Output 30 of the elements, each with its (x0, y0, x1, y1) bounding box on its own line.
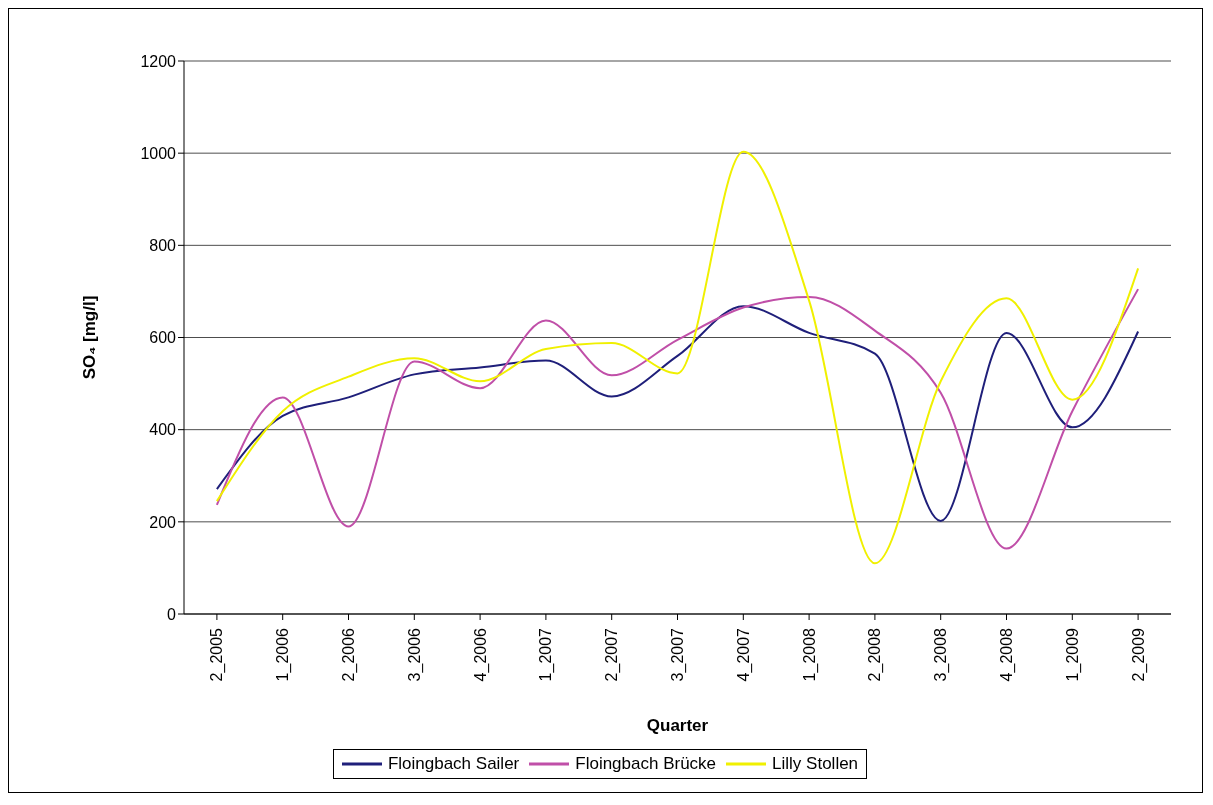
x-tick-label: 4_2006 (471, 627, 490, 682)
x-tick-label: 1_2007 (537, 627, 556, 682)
y-tick-label: 1000 (140, 144, 177, 162)
legend-label: Floingbach Brücke (574, 754, 717, 774)
x-tick-label: 2_2005 (208, 627, 227, 682)
y-tick-label: 1200 (140, 52, 177, 70)
y-tick-label: 600 (149, 329, 177, 347)
y-tick-label: 800 (149, 237, 177, 255)
x-tick-label: 2_2006 (340, 627, 358, 682)
x-tick-label: 3_2007 (669, 627, 687, 682)
y-tick-label: 0 (167, 605, 177, 623)
x-tick-label: 1_2009 (1063, 627, 1082, 682)
x-tick-label: 1_2006 (274, 627, 293, 682)
x-tick-label: 4_2007 (734, 627, 753, 682)
y-axis-title: SO₄ [mg/l] (80, 295, 100, 380)
line-series (215, 305, 1140, 522)
x-tick-label: 2_2007 (603, 627, 622, 682)
y-tick-label: 200 (149, 513, 177, 531)
x-tick-label: 3_2006 (405, 627, 424, 682)
x-axis-title: Quarter (646, 716, 709, 735)
legend-label: Floingbach Sailer (386, 754, 520, 774)
x-tick-label: 2_2008 (866, 627, 885, 682)
line-series (215, 150, 1140, 565)
x-tick-label: 3_2008 (932, 627, 951, 682)
x-tick-label: 1_2008 (800, 627, 819, 682)
line-series (215, 288, 1140, 550)
legend-label: Lilly Stollen (771, 754, 859, 774)
x-tick-label: 2_2009 (1129, 627, 1148, 682)
y-tick-label: 400 (149, 421, 177, 439)
x-tick-label: 4_2008 (998, 627, 1016, 682)
